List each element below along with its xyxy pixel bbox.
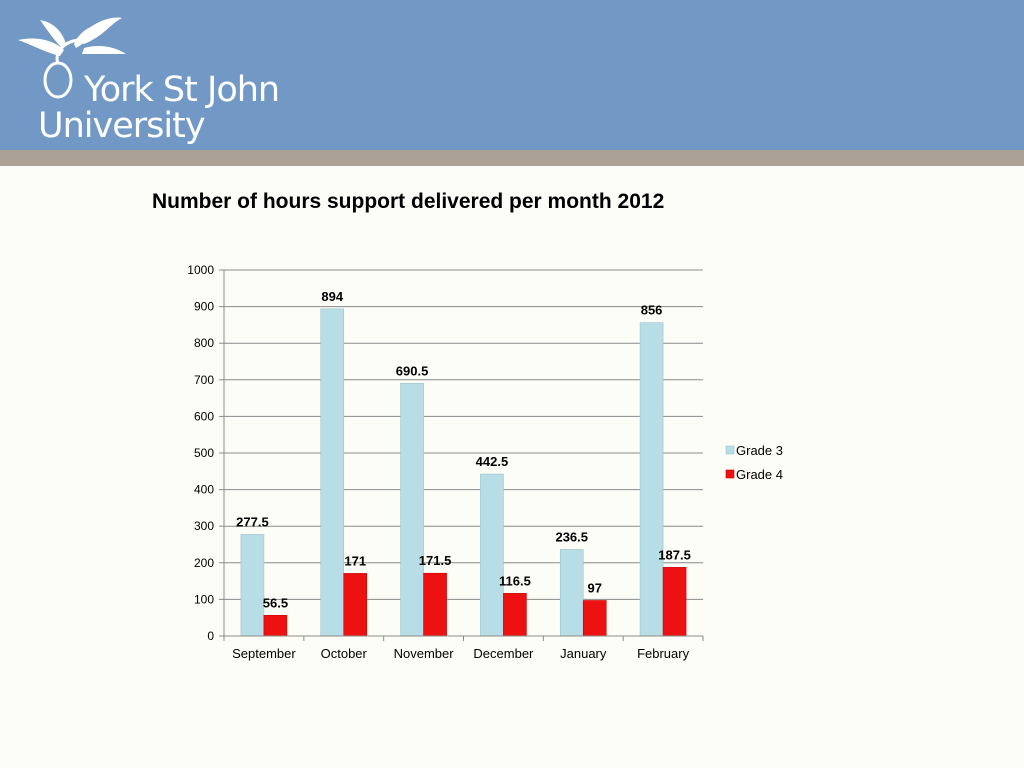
axes: 0 100 200 300 400 500 600 700 800 900 1000 Septembe… [187, 263, 704, 661]
data-label: 856 [641, 303, 663, 318]
data-label: 171.5 [419, 553, 452, 568]
y-tick-label: 300 [194, 519, 214, 533]
legend-swatch [725, 445, 735, 455]
bar-grade-3 [639, 322, 664, 637]
bar-grade-4 [582, 600, 607, 637]
university-logo: York St John University [14, 14, 294, 146]
y-tick-label: 500 [194, 446, 214, 460]
data-label: 187.5 [658, 547, 691, 562]
leaf-swirl-logo-icon [18, 17, 126, 99]
data-label: 894 [321, 289, 343, 304]
bar-grade-4 [263, 615, 288, 637]
bar-grade-3 [400, 382, 424, 637]
legend-swatch [725, 469, 735, 479]
legend: Grade 3 Grade 4 [725, 443, 783, 482]
data-label: 171 [344, 553, 366, 568]
bar-grade-3 [240, 534, 265, 637]
header-band [0, 0, 1024, 150]
bar-grade-3 [320, 308, 345, 637]
y-tick-label: 700 [194, 373, 214, 387]
y-tick-label: 0 [207, 629, 214, 643]
bar-grade-3 [480, 473, 504, 637]
x-tick-label: December [473, 646, 534, 661]
bar-grade-4 [423, 572, 447, 637]
legend-label: Grade 3 [736, 443, 783, 458]
gridlines [224, 269, 703, 600]
bars [240, 308, 687, 637]
bar-grade-4 [503, 593, 527, 637]
x-tick-label: February [637, 646, 690, 661]
y-tick-label: 200 [194, 556, 214, 570]
y-tick-label: 600 [194, 409, 214, 423]
data-label: 236.5 [555, 529, 588, 544]
data-label: 56.5 [263, 595, 288, 610]
x-tick-label: January [560, 646, 607, 661]
logo-text-line1: York St John [84, 70, 280, 110]
bar-grade-4 [343, 573, 368, 637]
bar-grade-3 [559, 549, 584, 637]
x-tick-label: October [321, 646, 368, 661]
y-tick-label: 400 [194, 483, 214, 497]
y-tick-label: 1000 [187, 263, 214, 277]
bar-grade-4 [662, 567, 687, 637]
x-tick-label: November [394, 646, 455, 661]
data-label: 442.5 [476, 454, 509, 469]
y-tick-label: 800 [194, 336, 214, 350]
y-tick-label: 100 [194, 592, 214, 606]
header-stripe [0, 150, 1024, 166]
legend-label: Grade 4 [736, 467, 783, 482]
data-label: 690.5 [396, 363, 429, 378]
data-label: 277.5 [236, 514, 269, 529]
data-labels: 277.5 894 690.5 442.5 236.5 856 56.5 171 171.5 11… [236, 289, 691, 611]
x-tick-label: September [232, 646, 296, 661]
data-label: 97 [588, 580, 602, 595]
data-label: 116.5 [499, 573, 531, 588]
y-tick-label: 900 [194, 300, 214, 314]
logo-text-line2: University [38, 106, 206, 146]
chart-title: Number of hours support delivered per mo… [152, 190, 665, 213]
